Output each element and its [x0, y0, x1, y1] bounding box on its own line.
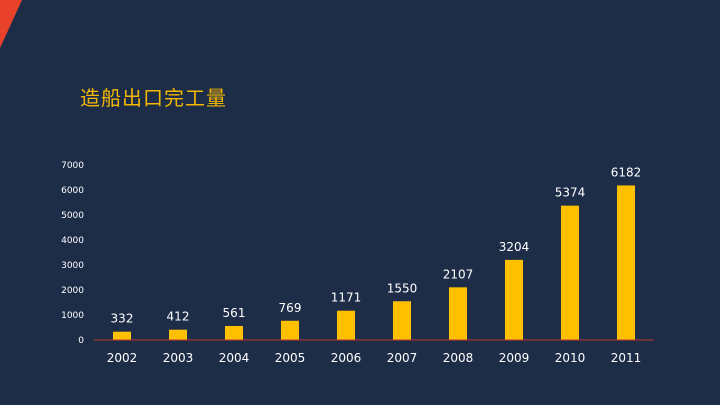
x-tick-label: 2007	[387, 351, 418, 365]
x-axis-ticks: 2002 2003 2004 2005 2006 2007 2008 2009 2010 2011	[107, 351, 642, 365]
bar	[505, 259, 523, 340]
bar	[281, 320, 299, 340]
data-label: 1550	[387, 281, 418, 295]
value-labels: 332 412 561 769 1171 1550 2107 3204 5374 6182	[111, 165, 642, 325]
y-tick-label: 3000	[61, 261, 84, 271]
data-label: 6182	[611, 165, 642, 179]
bar	[225, 325, 243, 340]
y-tick-label: 6000	[61, 186, 84, 196]
x-tick-label: 2011	[611, 351, 642, 365]
data-label: 561	[223, 306, 246, 320]
data-label: 2107	[443, 267, 474, 281]
bar	[393, 301, 411, 340]
x-tick-label: 2005	[275, 351, 306, 365]
data-label: 3204	[499, 240, 530, 254]
x-tick-label: 2006	[331, 351, 362, 365]
data-label: 332	[111, 312, 134, 326]
bar	[449, 287, 467, 340]
y-tick-label: 4000	[61, 236, 84, 246]
y-tick-label: 2000	[61, 286, 84, 296]
bar	[561, 205, 579, 340]
y-tick-label: 7000	[61, 161, 84, 171]
x-tick-label: 2009	[499, 351, 530, 365]
y-axis-ticks: 0 1000 2000 3000 4000 5000 6000 7000	[61, 161, 84, 346]
y-tick-label: 0	[78, 336, 84, 346]
data-label: 412	[167, 310, 190, 324]
x-tick-label: 2010	[555, 351, 586, 365]
x-tick-label: 2008	[443, 351, 474, 365]
data-label: 1171	[331, 291, 362, 305]
x-tick-label: 2003	[163, 351, 194, 365]
y-tick-label: 1000	[61, 311, 84, 321]
data-label: 769	[279, 301, 302, 315]
bar	[337, 310, 355, 340]
bars	[113, 185, 635, 340]
data-label: 5374	[555, 186, 586, 200]
y-tick-label: 5000	[61, 211, 84, 221]
corner-accent	[0, 0, 22, 48]
x-tick-label: 2002	[107, 351, 138, 365]
bar	[169, 329, 187, 340]
chart-title: 造船出口完工量	[80, 86, 227, 110]
bar	[617, 185, 635, 340]
x-tick-label: 2004	[219, 351, 250, 365]
bar	[113, 331, 131, 340]
